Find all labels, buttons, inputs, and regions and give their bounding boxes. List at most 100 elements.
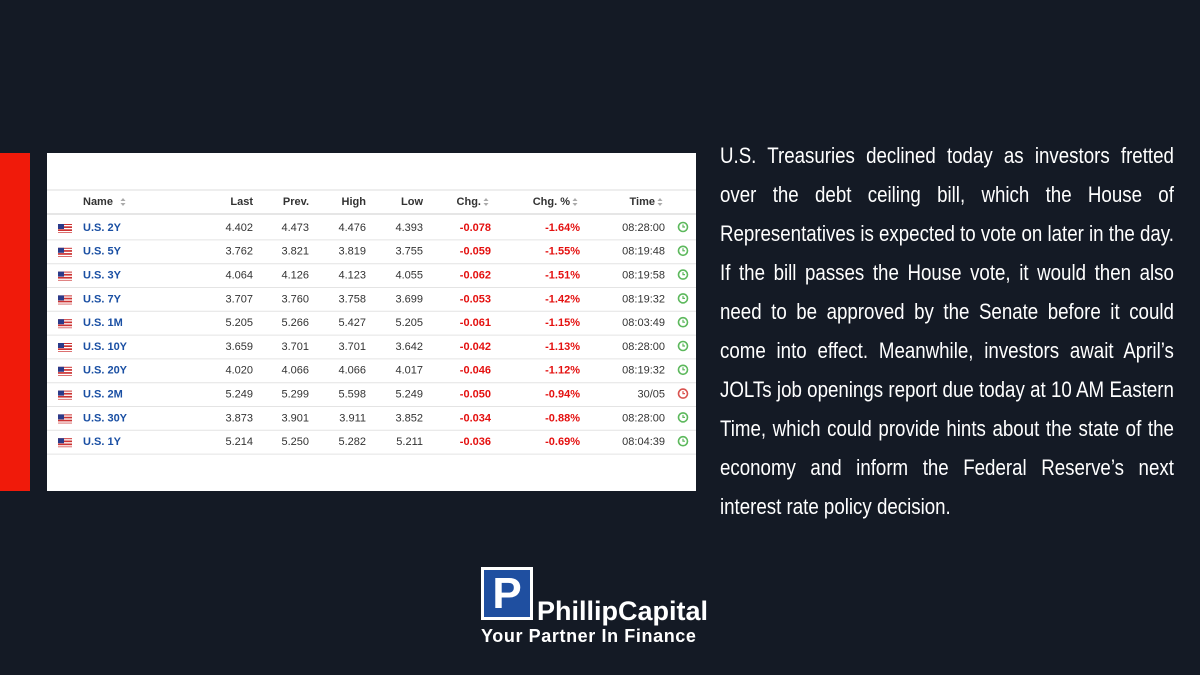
cell: 4.055 (395, 270, 423, 282)
cell: 5.249 (225, 389, 253, 401)
clock-hands (682, 295, 685, 299)
flag-stripe (58, 370, 72, 373)
flag-stripe (58, 248, 72, 251)
flag-stripe (58, 272, 72, 274)
cell: 5.250 (281, 436, 309, 448)
cell: 3.758 (338, 293, 366, 305)
cell: 08:19:48 (622, 246, 665, 258)
flag-stripe (58, 415, 72, 417)
clock-icon (677, 316, 689, 328)
cell: 08:03:49 (622, 317, 665, 329)
instrument-name: U.S. 20Y (83, 365, 128, 377)
cell: -0.078 (460, 222, 491, 234)
clock-icon (677, 293, 689, 304)
cell: -0.042 (460, 341, 491, 353)
cell: 5.205 (225, 317, 253, 329)
cell: -0.061 (460, 317, 491, 329)
flag-stripe (58, 326, 72, 328)
cell: 08:04:39 (622, 436, 665, 448)
commentary: U.S. Treasuries declined today as invest… (720, 143, 1174, 519)
flag-stripe (58, 275, 72, 277)
cell: 08:19:32 (622, 293, 665, 305)
flag-stripe (58, 299, 72, 301)
flag-stripe (58, 373, 72, 376)
logo-tagline: Your Partner In Finance (481, 626, 697, 646)
cell: -0.050 (460, 389, 491, 401)
cell: 3.852 (395, 412, 423, 424)
column-header: Name (83, 196, 113, 208)
clock-hands (682, 272, 685, 276)
cell: 5.249 (395, 389, 423, 401)
cell: 30/05 (637, 389, 665, 401)
clock-icon (677, 340, 689, 352)
cell: -0.88% (545, 412, 580, 424)
flag-stripe (58, 231, 72, 233)
flag-stripe (58, 225, 72, 227)
clock-icon (677, 269, 689, 280)
cell: 5.205 (395, 317, 423, 329)
clock-icon (677, 245, 689, 257)
column-header: Low (401, 196, 423, 208)
clock-hands (682, 414, 685, 418)
cell: 3.911 (339, 412, 366, 424)
cell: 3.642 (395, 341, 423, 353)
cell: -1.13% (545, 341, 580, 353)
flag-stripe (58, 228, 72, 230)
cell: 3.707 (225, 293, 253, 305)
sort-arrows (657, 198, 663, 206)
flag-stripe (58, 278, 72, 280)
instrument-name: U.S. 1M (83, 317, 123, 329)
cell: 3.699 (395, 293, 423, 305)
cell: -1.42% (545, 293, 580, 305)
flag-canton (58, 366, 64, 372)
cell: 08:28:00 (622, 341, 665, 353)
table-background (47, 153, 696, 491)
clock-icon (677, 364, 689, 376)
cell: 3.901 (281, 412, 309, 424)
cell: 5.266 (281, 317, 309, 329)
cell: 4.017 (395, 365, 423, 377)
flag-stripe (58, 302, 72, 304)
sort-arrows (483, 198, 489, 206)
flag-stripe (58, 442, 72, 444)
column-header: High (342, 196, 367, 208)
cell: 3.760 (281, 293, 309, 305)
flag-stripe (58, 439, 72, 441)
clock-icon (677, 435, 689, 447)
clock-icon (677, 388, 689, 399)
clock-hands (682, 367, 685, 371)
flag-stripe (58, 391, 72, 393)
instrument-name: U.S. 30Y (83, 412, 128, 424)
flag-canton (58, 295, 64, 301)
cell: 3.659 (225, 341, 253, 353)
flag-stripe (58, 320, 72, 322)
flag-stripe (58, 350, 72, 352)
cell: -1.51% (545, 270, 580, 282)
column-header: Chg. (457, 196, 481, 208)
clock-icon (677, 221, 689, 233)
sort-arrows (120, 198, 126, 206)
flag-stripe (58, 344, 72, 346)
flag-canton (58, 319, 64, 325)
instrument-name: U.S. 7Y (83, 293, 122, 305)
flag-canton (58, 224, 64, 229)
cell: -0.062 (460, 270, 491, 282)
flag-canton (58, 414, 64, 420)
flag-stripe (58, 254, 72, 257)
cell: 08:28:00 (622, 412, 665, 424)
cell: 5.282 (338, 436, 366, 448)
flag-stripe (58, 394, 72, 396)
flag-stripe (58, 323, 72, 325)
clock-hands (682, 343, 685, 347)
clock-hands (682, 248, 685, 252)
flag-stripe (58, 367, 72, 370)
instrument-name: U.S. 5Y (83, 246, 122, 258)
cell: 4.020 (225, 365, 253, 377)
accent-bar (0, 153, 30, 491)
flag-stripe (58, 347, 72, 349)
cell: -0.034 (460, 412, 492, 424)
cell: 5.598 (338, 389, 366, 401)
cell: -0.046 (460, 365, 491, 377)
cell: 4.126 (281, 270, 309, 282)
